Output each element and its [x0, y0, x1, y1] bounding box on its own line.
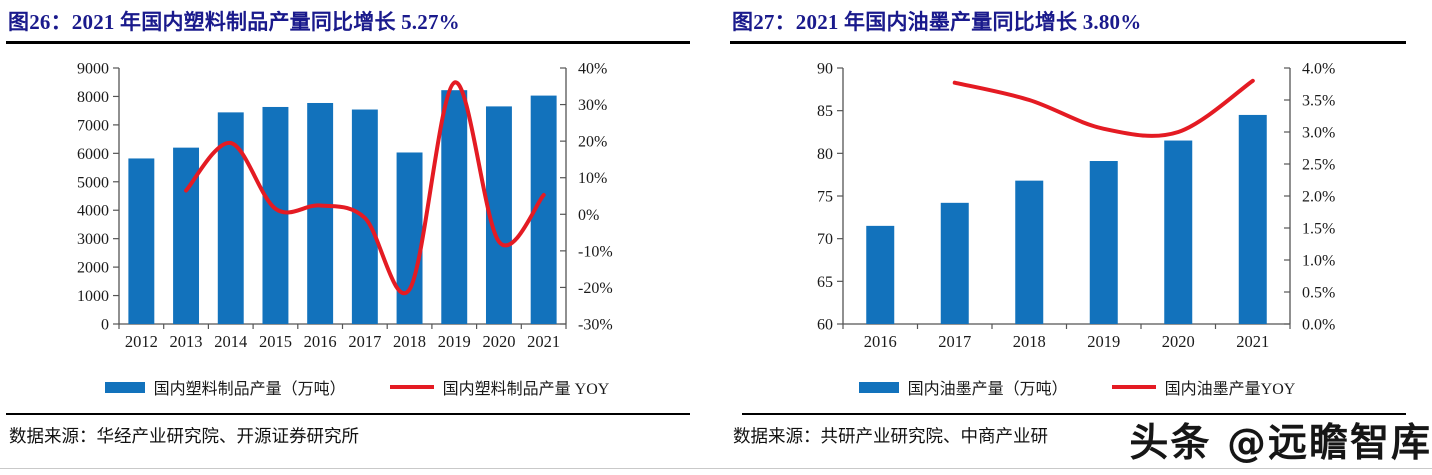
bar-2021 [1238, 114, 1267, 324]
svg-text:2016: 2016 [864, 332, 897, 351]
svg-text:3.5%: 3.5% [1302, 93, 1335, 110]
bar-2015 [262, 106, 289, 324]
figure-26-title: 图26：2021 年国内塑料制品产量同比增长 5.27% [8, 10, 460, 34]
svg-text:70: 70 [817, 231, 833, 248]
figure-27-source-rule [742, 413, 1406, 415]
svg-text:0.5%: 0.5% [1302, 285, 1335, 302]
svg-text:90: 90 [817, 61, 833, 78]
svg-text:2017: 2017 [348, 332, 381, 351]
svg-text:75: 75 [817, 189, 833, 206]
legend-entry-bar: 国内塑料制品产量（万吨） [104, 375, 346, 399]
plastic-production-chart: 0 1000 2000 3000 4000 5000 6000 7000 8000 9000 -30… [6, 48, 708, 360]
svg-text:20%: 20% [578, 134, 607, 151]
bar-series-swatch [104, 381, 145, 393]
bar-2018 [1015, 180, 1044, 324]
svg-text:2018: 2018 [1013, 332, 1046, 351]
chart-canvas: 0 1000 2000 3000 4000 5000 6000 7000 8000 9000 -30… [77, 61, 613, 352]
bar-series-label: 国内塑料制品产量（万吨） [153, 381, 346, 398]
svg-text:30%: 30% [578, 97, 607, 114]
svg-text:80: 80 [817, 146, 833, 163]
bar-2013 [173, 147, 200, 324]
svg-text:1.5%: 1.5% [1302, 221, 1335, 238]
svg-text:-20%: -20% [578, 280, 613, 297]
figure-27: 图27：2021 年国内油墨产量同比增长 3.80% 60 65 70 75 80 85 9… [716, 0, 1432, 475]
svg-text:2013: 2013 [170, 332, 203, 351]
svg-text:0%: 0% [578, 207, 599, 224]
svg-text:3000: 3000 [77, 231, 109, 248]
legend-entry-bar: 国内油墨产量（万吨） [858, 375, 1068, 399]
svg-text:4000: 4000 [77, 203, 109, 220]
svg-text:7000: 7000 [77, 117, 109, 134]
figure-27-source: 数据来源：共研产业研究院、中商产业研 [733, 426, 1048, 446]
svg-text:2020: 2020 [1162, 332, 1195, 351]
bar-series-swatch [858, 381, 899, 393]
svg-text:0: 0 [101, 317, 109, 334]
ink-production-chart: 60 65 70 75 80 85 90 0.0% 0.5% 1.0% 1.5% 2.0% 2.5% 3.… [730, 48, 1424, 360]
bar-series-label: 国内油墨产量（万吨） [907, 381, 1068, 398]
bar-2017 [940, 202, 969, 324]
svg-text:3.0%: 3.0% [1302, 125, 1335, 142]
svg-text:-30%: -30% [578, 317, 613, 334]
svg-text:4.0%: 4.0% [1302, 61, 1335, 78]
svg-text:85: 85 [817, 103, 833, 120]
toutiao-watermark: 头条 @远瞻智库 [1129, 421, 1432, 466]
figure-26-legend: 国内塑料制品产量（万吨） 国内塑料制品产量 YOY [6, 374, 708, 400]
svg-text:1000: 1000 [77, 288, 109, 305]
figure-26-source-rule [6, 413, 690, 415]
figure-27-content: 图27：2021 年国内油墨产量同比增长 3.80% 60 65 70 75 80 85 9… [716, 0, 1432, 448]
svg-text:5000: 5000 [77, 174, 109, 191]
figure-27-legend: 国内油墨产量（万吨） 国内油墨产量YOY [730, 374, 1424, 400]
figure-26: 图26：2021 年国内塑料制品产量同比增长 5.27% 0 1000 2000 30… [0, 0, 716, 448]
bar-2018 [396, 152, 423, 324]
svg-text:0.0%: 0.0% [1302, 317, 1335, 334]
svg-text:2015: 2015 [259, 332, 292, 351]
svg-text:6000: 6000 [77, 146, 109, 163]
svg-text:2017: 2017 [938, 332, 971, 351]
svg-text:-10%: -10% [578, 243, 613, 260]
line-series-swatch [389, 385, 434, 389]
svg-text:2000: 2000 [77, 260, 109, 277]
svg-text:2.5%: 2.5% [1302, 157, 1335, 174]
figure-27-title-rule [730, 41, 1406, 44]
svg-text:9000: 9000 [77, 61, 109, 78]
svg-text:65: 65 [817, 274, 833, 291]
svg-text:2020: 2020 [482, 332, 515, 351]
svg-text:60: 60 [817, 317, 833, 334]
yoy-line [184, 80, 546, 295]
bar-2019 [1089, 161, 1118, 324]
chart-canvas: 60 65 70 75 80 85 90 0.0% 0.5% 1.0% 1.5% 2.0% 2.5% 3.… [817, 61, 1335, 352]
svg-text:2019: 2019 [1087, 332, 1120, 351]
line-series-label: 国内油墨产量YOY [1164, 381, 1296, 398]
legend-entry-line: 国内油墨产量YOY [1111, 375, 1296, 399]
figure-26-source: 数据来源：华经产业研究院、开源证券研究所 [9, 426, 359, 446]
svg-text:2019: 2019 [438, 332, 471, 351]
svg-text:2021: 2021 [527, 332, 560, 351]
bar-2020 [1164, 140, 1193, 324]
svg-text:1.0%: 1.0% [1302, 253, 1335, 270]
svg-text:2016: 2016 [304, 332, 337, 351]
figure-26-title-rule [6, 41, 690, 44]
svg-text:2012: 2012 [125, 332, 158, 351]
figure-27-title: 图27：2021 年国内油墨产量同比增长 3.80% [732, 10, 1142, 34]
svg-text:40%: 40% [578, 61, 607, 78]
svg-text:2018: 2018 [393, 332, 426, 351]
bar-2016 [866, 225, 895, 324]
svg-text:2.0%: 2.0% [1302, 189, 1335, 206]
bottom-divider [0, 468, 1432, 469]
yoy-line [952, 78, 1255, 138]
bar-2016 [307, 102, 334, 324]
bar-2019 [441, 90, 468, 324]
svg-text:8000: 8000 [77, 89, 109, 106]
svg-text:10%: 10% [578, 170, 607, 187]
bar-2012 [128, 158, 155, 324]
figure-26-content: 图26：2021 年国内塑料制品产量同比增长 5.27% 0 1000 2000 30… [0, 0, 716, 448]
legend-entry-line: 国内塑料制品产量 YOY [389, 375, 610, 399]
svg-text:2014: 2014 [214, 332, 247, 351]
line-series-swatch [1111, 385, 1156, 389]
svg-text:2021: 2021 [1236, 332, 1269, 351]
line-series-label: 国内塑料制品产量 YOY [442, 381, 610, 398]
